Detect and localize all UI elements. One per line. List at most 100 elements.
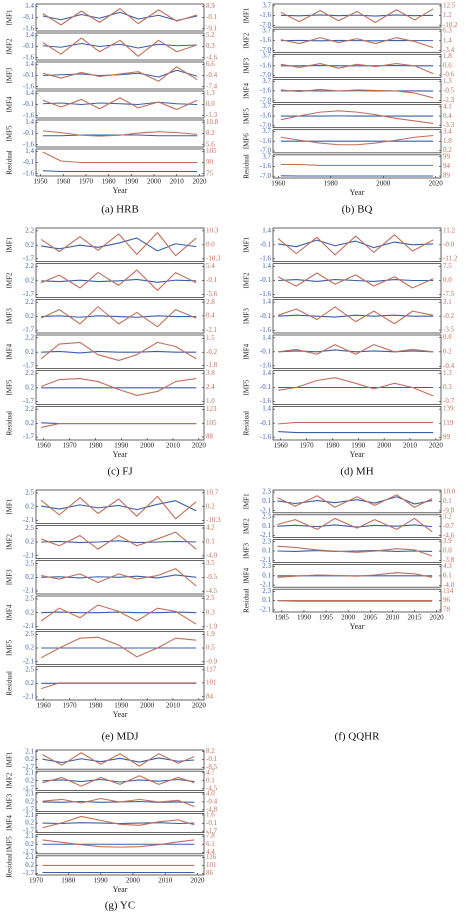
- y2-tick-label: 78: [443, 606, 451, 614]
- panel-frame: [272, 405, 442, 441]
- x-tick-label: 2020: [191, 877, 206, 885]
- series-line: [277, 545, 433, 557]
- y2-tick-label: -0.4: [206, 71, 218, 79]
- caption: (c) FJ: [107, 466, 133, 478]
- y2-tick-label: 3.2: [443, 512, 452, 520]
- y2-tick-label: 1.3: [206, 89, 215, 97]
- series-line: [41, 682, 197, 690]
- x-tick-label: 1995: [319, 614, 334, 622]
- y2-tick-label: 1.8: [443, 52, 452, 60]
- x-tick-label: 1990: [114, 702, 129, 710]
- y-tick-label: -1.6: [260, 112, 272, 120]
- panel-frame: [35, 119, 205, 148]
- y2-tick-label: -1.8: [206, 361, 218, 369]
- y-tick-label: -2.1: [23, 551, 35, 559]
- series-line: [280, 163, 434, 167]
- y-tick-label: -1.7: [23, 827, 35, 835]
- y-tick-label: 1.4: [262, 405, 271, 413]
- y-tick-label: 2.3: [262, 488, 271, 496]
- series-line: [278, 431, 434, 434]
- y-axis-label: IMF3: [6, 67, 14, 83]
- x-tick-label: 2020: [429, 180, 444, 188]
- series-line: [280, 134, 434, 146]
- series-line: [278, 377, 434, 397]
- y-tick-label: 1.4: [25, 31, 34, 39]
- x-axis-label: Year: [113, 885, 128, 894]
- y-tick-label: -1.6: [260, 361, 272, 369]
- y2-tick-label: -1.7: [206, 827, 218, 835]
- y-tick-label: 2.1: [25, 811, 34, 819]
- y-axis-label: IMF2: [6, 534, 14, 550]
- y-tick-label: 2.2: [25, 298, 34, 306]
- y2-tick-label: 0.3: [443, 383, 452, 391]
- y2-tick-label: 0.1: [443, 497, 452, 505]
- y-tick-label: 2.5: [25, 489, 34, 497]
- panel-frame: [35, 749, 205, 770]
- y2-tick-label: 3.9: [443, 537, 452, 545]
- y2-tick-label: 8.2: [206, 129, 215, 137]
- y2-tick-label: 1.9: [206, 630, 215, 638]
- y-tick-label: 0.2: [25, 819, 34, 827]
- y2-tick-label: 8.9: [206, 2, 215, 10]
- y-tick-label: 2.5: [25, 524, 34, 532]
- y2-tick-label: -1.9: [206, 622, 218, 630]
- series-line: [42, 151, 198, 164]
- y2-tick-label: 89: [443, 172, 451, 180]
- y-axis-label: Residual: [243, 588, 251, 613]
- y-tick-label: 2.5: [25, 595, 34, 603]
- y2-tick-label: -0.6: [443, 71, 455, 79]
- y-axis-label: IMF2: [6, 38, 14, 54]
- y2-tick-label: 99: [443, 152, 451, 160]
- y2-tick-label: 4.1: [443, 102, 452, 110]
- x-tick-label: 2010: [403, 442, 418, 450]
- y2-tick-label: 75: [206, 169, 214, 177]
- y-tick-label: -0.1: [23, 158, 35, 166]
- y-axis-label: IMF6: [243, 133, 251, 149]
- y-tick-label: -7.0: [260, 122, 272, 130]
- y-axis-label: Residual: [6, 671, 14, 696]
- y-tick-label: -2.1: [23, 516, 35, 524]
- x-tick-label: 1950: [34, 178, 49, 186]
- y-axis-label: IMF4: [6, 96, 14, 112]
- panel-frame: [272, 154, 442, 179]
- y-tick-label: 0.2: [25, 383, 34, 391]
- y2-tick-label: -9.8: [443, 506, 455, 514]
- y-axis-label: IMF5: [243, 379, 251, 395]
- x-tick-label: 1970: [79, 178, 94, 186]
- y-tick-label: -1.7: [23, 763, 35, 771]
- series-line: [40, 531, 197, 550]
- y-tick-label: 3.7: [262, 52, 271, 60]
- y2-tick-label: 1.0: [206, 397, 215, 405]
- y-tick-label: -1.6: [260, 433, 272, 441]
- y-tick-label: 1.4: [262, 226, 271, 234]
- series-line: [277, 572, 433, 578]
- series-line: [277, 517, 433, 533]
- series-line: [40, 495, 197, 520]
- y-tick-label: -1.6: [260, 36, 272, 44]
- x-tick-label: 1970: [29, 877, 44, 885]
- y2-tick-label: 11.2: [443, 226, 455, 234]
- y-tick-label: -1.6: [23, 169, 35, 177]
- series-line: [280, 37, 434, 49]
- x-tick-label: 1980: [88, 702, 103, 710]
- x-tick-label: 2000: [377, 442, 392, 450]
- series-line: [42, 8, 198, 26]
- x-axis-label: Year: [113, 186, 128, 195]
- series-line: [280, 62, 434, 75]
- y-tick-label: 3.7: [262, 1, 271, 9]
- y2-tick-label: -0.4: [206, 798, 218, 806]
- y-axis-label: IMF1: [6, 498, 14, 514]
- y-tick-label: 2.1: [25, 768, 34, 776]
- y-tick-label: 1.4: [25, 60, 34, 68]
- y2-tick-label: 86: [206, 869, 214, 877]
- x-tick-label: 2000: [140, 442, 155, 450]
- x-axis-label: Year: [113, 710, 128, 719]
- y2-tick-label: -11.2: [443, 255, 458, 263]
- x-tick-label: 2020: [429, 442, 444, 450]
- y-tick-label: 2.2: [25, 369, 34, 377]
- y2-tick-label: 117: [206, 666, 217, 674]
- y2-tick-label: -8.5: [206, 763, 218, 771]
- y-tick-label: 3.7: [262, 127, 271, 135]
- y2-tick-label: 5.6: [206, 140, 215, 148]
- y-tick-label: 3.7: [262, 77, 271, 85]
